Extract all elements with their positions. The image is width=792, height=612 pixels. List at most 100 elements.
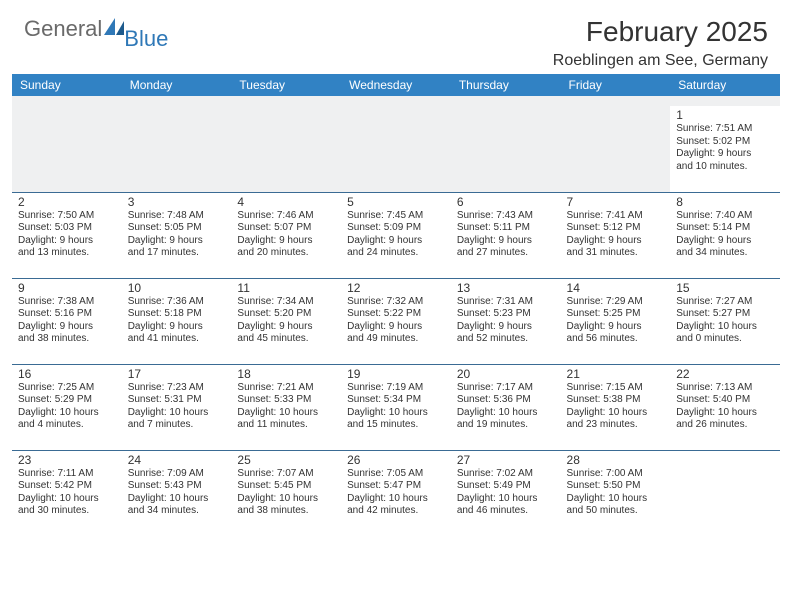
day-dl1: Daylight: 9 hours (128, 321, 226, 334)
day-dl1: Daylight: 9 hours (676, 235, 774, 248)
day-dl2: and 13 minutes. (18, 247, 116, 260)
calendar-cell: 25Sunrise: 7:07 AMSunset: 5:45 PMDayligh… (231, 450, 341, 536)
calendar-cell (561, 106, 671, 192)
day-number: 27 (457, 453, 555, 467)
calendar-head: Sunday Monday Tuesday Wednesday Thursday… (12, 74, 780, 96)
day-sunset: Sunset: 5:22 PM (347, 308, 445, 321)
day-dl2: and 30 minutes. (18, 505, 116, 518)
day-dl1: Daylight: 10 hours (676, 407, 774, 420)
day-dl2: and 52 minutes. (457, 333, 555, 346)
calendar-cell: 26Sunrise: 7:05 AMSunset: 5:47 PMDayligh… (341, 450, 451, 536)
day-dl2: and 24 minutes. (347, 247, 445, 260)
calendar-cell: 9Sunrise: 7:38 AMSunset: 5:16 PMDaylight… (12, 278, 122, 364)
calendar-cell: 12Sunrise: 7:32 AMSunset: 5:22 PMDayligh… (341, 278, 451, 364)
day-dl2: and 26 minutes. (676, 419, 774, 432)
dayhead-tuesday: Tuesday (231, 74, 341, 96)
day-number: 12 (347, 281, 445, 295)
day-dl1: Daylight: 10 hours (128, 407, 226, 420)
day-number: 25 (237, 453, 335, 467)
calendar-cell: 10Sunrise: 7:36 AMSunset: 5:18 PMDayligh… (122, 278, 232, 364)
day-number: 6 (457, 195, 555, 209)
day-dl2: and 10 minutes. (676, 161, 774, 174)
day-number: 21 (567, 367, 665, 381)
calendar-cell: 14Sunrise: 7:29 AMSunset: 5:25 PMDayligh… (561, 278, 671, 364)
day-dl2: and 31 minutes. (567, 247, 665, 260)
day-sunrise: Sunrise: 7:51 AM (676, 123, 774, 136)
calendar-cell (670, 450, 780, 536)
day-dl1: Daylight: 9 hours (18, 321, 116, 334)
day-sunset: Sunset: 5:02 PM (676, 136, 774, 149)
day-number: 17 (128, 367, 226, 381)
day-dl1: Daylight: 9 hours (237, 235, 335, 248)
calendar-week: 16Sunrise: 7:25 AMSunset: 5:29 PMDayligh… (12, 364, 780, 450)
calendar-week: 9Sunrise: 7:38 AMSunset: 5:16 PMDaylight… (12, 278, 780, 364)
dayhead-sunday: Sunday (12, 74, 122, 96)
day-number: 22 (676, 367, 774, 381)
day-sunset: Sunset: 5:16 PM (18, 308, 116, 321)
day-dl1: Daylight: 10 hours (347, 407, 445, 420)
day-dl2: and 50 minutes. (567, 505, 665, 518)
logo: General Blue (24, 16, 170, 42)
logo-text-blue: Blue (124, 26, 168, 52)
day-number: 5 (347, 195, 445, 209)
day-sunrise: Sunrise: 7:50 AM (18, 210, 116, 223)
calendar-cell (12, 106, 122, 192)
day-sunrise: Sunrise: 7:27 AM (676, 296, 774, 309)
calendar-cell: 5Sunrise: 7:45 AMSunset: 5:09 PMDaylight… (341, 192, 451, 278)
day-dl1: Daylight: 10 hours (237, 493, 335, 506)
day-sunrise: Sunrise: 7:41 AM (567, 210, 665, 223)
day-sunrise: Sunrise: 7:05 AM (347, 468, 445, 481)
calendar-cell: 20Sunrise: 7:17 AMSunset: 5:36 PMDayligh… (451, 364, 561, 450)
day-dl2: and 20 minutes. (237, 247, 335, 260)
day-dl1: Daylight: 9 hours (347, 235, 445, 248)
day-sunrise: Sunrise: 7:07 AM (237, 468, 335, 481)
dayhead-saturday: Saturday (670, 74, 780, 96)
calendar-cell: 13Sunrise: 7:31 AMSunset: 5:23 PMDayligh… (451, 278, 561, 364)
day-dl2: and 45 minutes. (237, 333, 335, 346)
day-sunrise: Sunrise: 7:21 AM (237, 382, 335, 395)
logo-text-general: General (24, 16, 102, 42)
day-dl2: and 4 minutes. (18, 419, 116, 432)
day-number: 15 (676, 281, 774, 295)
day-sunset: Sunset: 5:11 PM (457, 222, 555, 235)
day-dl2: and 42 minutes. (347, 505, 445, 518)
calendar-week: 23Sunrise: 7:11 AMSunset: 5:42 PMDayligh… (12, 450, 780, 536)
logo-sail-icon (104, 16, 126, 42)
day-sunrise: Sunrise: 7:34 AM (237, 296, 335, 309)
calendar-body: 1Sunrise: 7:51 AMSunset: 5:02 PMDaylight… (12, 96, 780, 536)
day-sunrise: Sunrise: 7:38 AM (18, 296, 116, 309)
calendar-cell: 24Sunrise: 7:09 AMSunset: 5:43 PMDayligh… (122, 450, 232, 536)
blank-row (12, 96, 780, 106)
dayhead-thursday: Thursday (451, 74, 561, 96)
calendar-cell: 4Sunrise: 7:46 AMSunset: 5:07 PMDaylight… (231, 192, 341, 278)
month-title: February 2025 (553, 16, 768, 48)
day-sunset: Sunset: 5:25 PM (567, 308, 665, 321)
calendar-table: Sunday Monday Tuesday Wednesday Thursday… (12, 74, 780, 536)
location: Roeblingen am See, Germany (553, 52, 768, 70)
day-dl2: and 19 minutes. (457, 419, 555, 432)
day-sunset: Sunset: 5:07 PM (237, 222, 335, 235)
day-sunrise: Sunrise: 7:36 AM (128, 296, 226, 309)
day-dl2: and 23 minutes. (567, 419, 665, 432)
day-dl1: Daylight: 9 hours (347, 321, 445, 334)
day-number: 2 (18, 195, 116, 209)
dayhead-wednesday: Wednesday (341, 74, 451, 96)
day-number: 9 (18, 281, 116, 295)
day-sunrise: Sunrise: 7:02 AM (457, 468, 555, 481)
day-number: 4 (237, 195, 335, 209)
calendar-cell: 15Sunrise: 7:27 AMSunset: 5:27 PMDayligh… (670, 278, 780, 364)
calendar-cell: 27Sunrise: 7:02 AMSunset: 5:49 PMDayligh… (451, 450, 561, 536)
calendar-cell (231, 106, 341, 192)
day-sunset: Sunset: 5:31 PM (128, 394, 226, 407)
calendar-cell: 21Sunrise: 7:15 AMSunset: 5:38 PMDayligh… (561, 364, 671, 450)
calendar-week: 1Sunrise: 7:51 AMSunset: 5:02 PMDaylight… (12, 106, 780, 192)
day-sunset: Sunset: 5:23 PM (457, 308, 555, 321)
day-dl1: Daylight: 9 hours (676, 148, 774, 161)
day-sunrise: Sunrise: 7:00 AM (567, 468, 665, 481)
day-dl2: and 15 minutes. (347, 419, 445, 432)
day-sunrise: Sunrise: 7:43 AM (457, 210, 555, 223)
day-sunset: Sunset: 5:18 PM (128, 308, 226, 321)
day-sunset: Sunset: 5:36 PM (457, 394, 555, 407)
day-sunset: Sunset: 5:49 PM (457, 480, 555, 493)
day-dl1: Daylight: 9 hours (567, 321, 665, 334)
